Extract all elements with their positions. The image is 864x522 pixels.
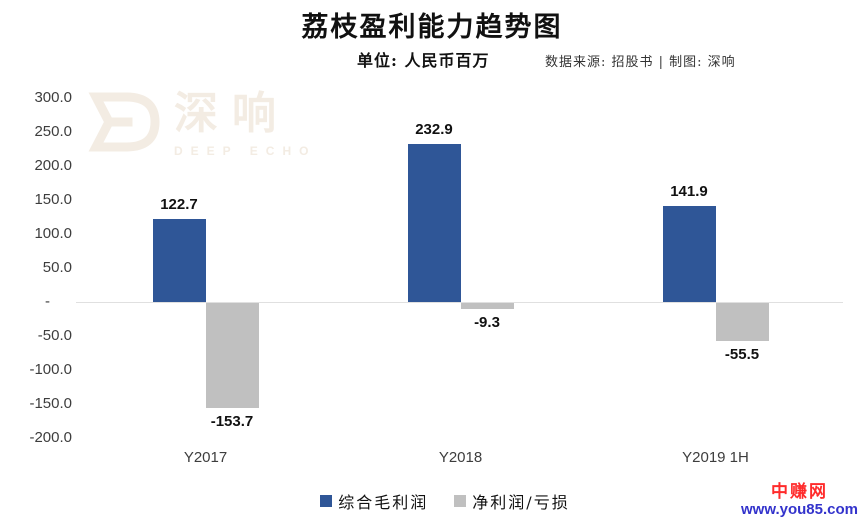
y-axis-tick-label: 150.0 <box>34 191 72 208</box>
y-axis-tick-label: 100.0 <box>34 225 72 242</box>
bar-value-label: -153.7 <box>210 412 254 430</box>
zero-baseline <box>76 302 843 303</box>
site-watermark: 中赚网 www.you85.com <box>741 481 858 518</box>
deep-echo-logo-icon <box>88 92 160 152</box>
bar-value-label: -55.5 <box>724 345 760 363</box>
watermark-en-text: DEEP ECHO <box>174 144 317 158</box>
y-axis-tick-label: 50.0 <box>42 259 72 276</box>
y-axis-tick-label: 300.0 <box>34 89 72 106</box>
bar-series2-y2019-1h <box>715 303 769 341</box>
y-axis-tick-label: - <box>45 293 50 310</box>
watermark-text: 深响 DEEP ECHO <box>174 88 317 159</box>
chart-subtitle: 单位: 人民币百万 <box>357 51 490 70</box>
legend-item: 净利润/亏损 <box>454 489 569 513</box>
legend: 综合毛利润 净利润/亏损 <box>0 489 864 513</box>
bar-value-label: 141.9 <box>670 182 708 200</box>
bar-value-label: 232.9 <box>415 120 453 138</box>
site-name: 中赚网 <box>771 481 828 501</box>
y-axis-tick-label: -100.0 <box>29 361 72 378</box>
y-axis-tick-label: 250.0 <box>34 123 72 140</box>
y-axis-tick-label: -150.0 <box>29 395 72 412</box>
bar-series2-y2018 <box>460 303 514 310</box>
x-axis-category-label: Y2019 1H <box>682 449 749 466</box>
bar-value-label: -9.3 <box>474 314 500 332</box>
legend-label: 综合毛利润 <box>338 493 429 512</box>
deep-echo-watermark: 深响 DEEP ECHO <box>88 90 316 158</box>
chart-title: 荔枝盈利能力趋势图 <box>301 12 563 43</box>
bar-value-label: 122.7 <box>160 195 198 213</box>
legend-swatch-icon <box>454 495 467 507</box>
y-axis-tick-label: -50.0 <box>37 327 72 344</box>
site-url: www.you85.com <box>741 500 858 518</box>
x-axis-category-label: Y2018 <box>438 449 483 466</box>
bar-series1-y2017 <box>152 218 206 302</box>
watermark-cn-text: 深响 <box>174 88 290 139</box>
legend-label: 净利润/亏损 <box>472 493 570 512</box>
bar-series1-y2019-1h <box>662 205 716 302</box>
y-axis-tick-label: 200.0 <box>34 157 72 174</box>
chart-source: 数据来源: 招股书 | 制图: 深响 <box>545 55 736 70</box>
legend-swatch-icon <box>320 495 333 507</box>
legend-item: 综合毛利润 <box>320 489 428 513</box>
x-axis-category-label: Y2017 <box>183 449 228 466</box>
bar-series1-y2018 <box>407 143 461 302</box>
y-axis-tick-label: -200.0 <box>29 429 72 446</box>
bar-series2-y2017 <box>205 303 259 408</box>
